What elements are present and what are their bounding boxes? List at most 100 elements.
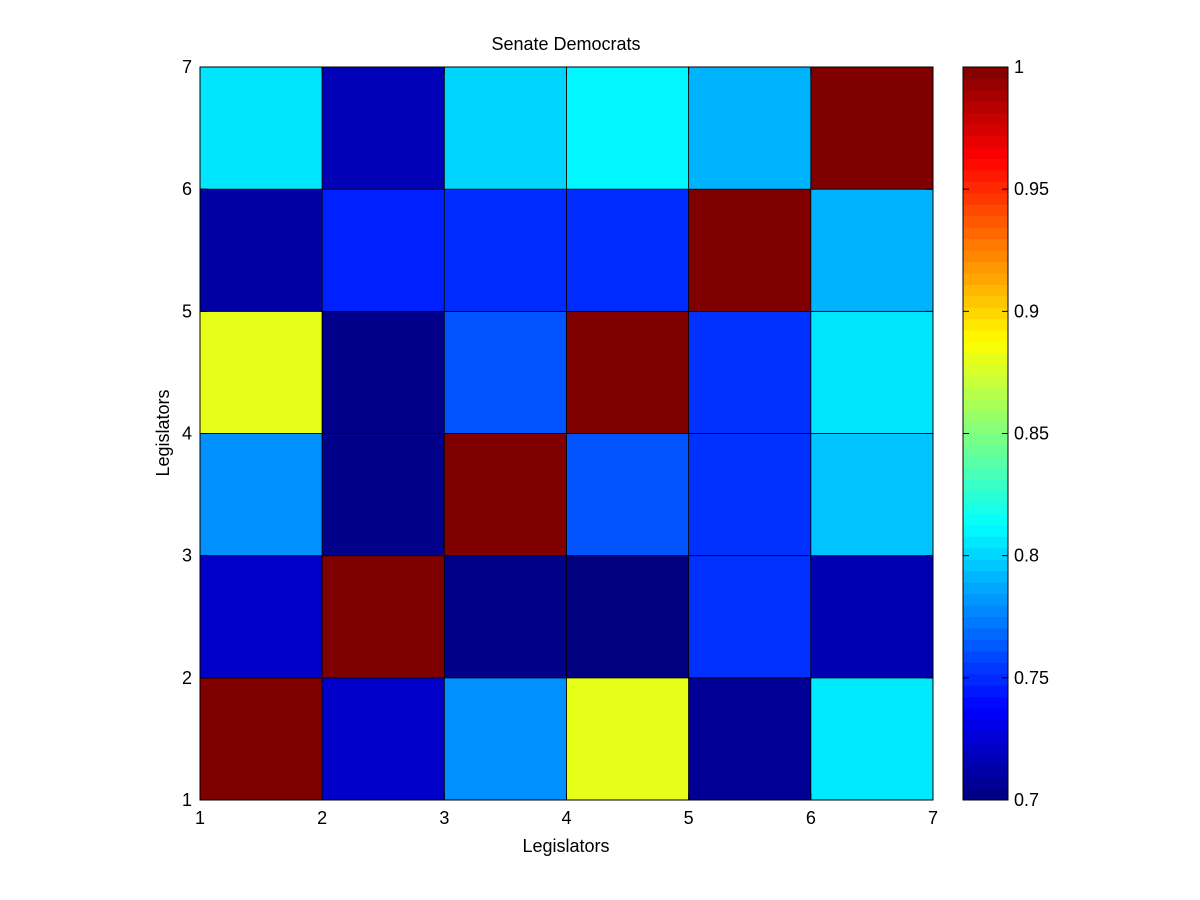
heatmap-cell-r2-c6 [810, 555, 934, 679]
colorbar-swatch [963, 513, 1008, 526]
colorbar-swatch [963, 410, 1008, 423]
colorbar-swatch [963, 490, 1008, 503]
heatmap-cell-r1-c6 [810, 677, 934, 801]
colorbar-swatch [963, 662, 1008, 675]
colorbar-swatch [963, 708, 1008, 721]
heatmap-cell-r4-c3 [443, 310, 567, 434]
colorbar-swatch [963, 673, 1008, 686]
colorbar-swatch [963, 501, 1008, 514]
heatmap-cell-r5-c3 [443, 188, 567, 312]
colorbar-swatch [963, 284, 1008, 297]
heatmap-cell-r5-c5 [688, 188, 812, 312]
heatmap-cell-r3-c5 [688, 433, 812, 557]
heatmap-cells [199, 66, 934, 801]
x-tick-label: 4 [561, 808, 571, 828]
colorbar-swatch [963, 650, 1008, 663]
colorbar-swatch [963, 753, 1008, 766]
colorbar-swatch [963, 135, 1008, 148]
x-tick-label: 6 [806, 808, 816, 828]
colorbar-swatch [963, 146, 1008, 159]
heatmap-cell-r5-c1 [199, 188, 323, 312]
heatmap-cell-r6-c1 [199, 66, 323, 190]
colorbar-swatch [963, 169, 1008, 182]
heatmap-cell-r6-c5 [688, 66, 812, 190]
y-tick-label: 7 [182, 57, 192, 77]
heatmap-cell-r5-c6 [810, 188, 934, 312]
colorbar-swatch [963, 364, 1008, 377]
colorbar-swatch [963, 215, 1008, 228]
x-tick-label: 5 [684, 808, 694, 828]
heatmap-cell-r6-c4 [566, 66, 690, 190]
colorbar-swatch [963, 249, 1008, 263]
heatmap-cell-r1-c2 [321, 677, 445, 801]
x-tick-label: 3 [439, 808, 449, 828]
y-axis-ticks: 1 2 3 4 5 6 7 [182, 57, 933, 810]
colorbar-swatch [963, 467, 1008, 480]
colorbar-swatch [963, 433, 1008, 446]
colorbar-tick-label: 0.75 [1014, 668, 1049, 688]
heatmap-cell-r3-c1 [199, 433, 323, 557]
heatmap-cell-r4-c5 [688, 310, 812, 434]
colorbar-swatch [963, 158, 1008, 171]
colorbar-swatch [963, 719, 1008, 732]
colorbar-tick-label: 0.85 [1014, 424, 1049, 444]
heatmap-cell-r3-c2 [321, 433, 445, 557]
heatmap-cell-r5-c4 [566, 188, 690, 312]
colorbar-swatch [963, 479, 1008, 492]
colorbar-swatch [963, 192, 1008, 205]
y-tick-label: 2 [182, 668, 192, 688]
y-tick-label: 4 [182, 424, 192, 444]
heatmap-cell-r6-c6 [810, 66, 934, 190]
colorbar-swatch [963, 295, 1008, 308]
colorbar-swatch [963, 272, 1008, 285]
colorbar-swatch [963, 112, 1008, 125]
colorbar-swatch [963, 616, 1008, 629]
colorbar-swatch [963, 524, 1008, 537]
colorbar-swatch [963, 375, 1008, 388]
colorbar-swatch [963, 742, 1008, 755]
heatmap-cell-r6-c2 [321, 66, 445, 190]
heatmap-cell-r2-c5 [688, 555, 812, 679]
colorbar-swatch [963, 66, 1008, 79]
heatmap-cell-r1-c3 [443, 677, 567, 801]
colorbar-swatch [963, 341, 1008, 354]
colorbar-swatch [963, 89, 1008, 102]
x-axis-ticks: 1 2 3 4 5 6 7 [195, 67, 938, 828]
colorbar-swatch [963, 456, 1008, 469]
colorbar-swatch [963, 204, 1008, 217]
y-axis-label: Legislators [153, 389, 173, 476]
colorbar-swatch [963, 765, 1008, 778]
colorbar-swatch [963, 181, 1008, 194]
colorbar-tick-label: 0.9 [1014, 301, 1039, 321]
heatmap-cell-r4-c4 [566, 310, 690, 434]
colorbar-swatch [963, 639, 1008, 652]
heatmap-cell-r5-c2 [321, 188, 445, 312]
heatmap-cell-r1-c5 [688, 677, 812, 801]
colorbar-swatch [963, 123, 1008, 137]
colorbar-swatch [963, 559, 1008, 572]
colorbar-swatch [963, 685, 1008, 698]
colorbar-swatch [963, 776, 1008, 789]
colorbar-swatch [963, 604, 1008, 618]
heatmap-cell-r2-c1 [199, 555, 323, 679]
heatmap-cell-r3-c3 [443, 433, 567, 557]
colorbar-swatch [963, 444, 1008, 457]
colorbar-tick-label: 1 [1014, 57, 1024, 77]
heatmap-cell-r4-c6 [810, 310, 934, 434]
colorbar-swatch [963, 730, 1008, 744]
colorbar-tick-label: 0.7 [1014, 790, 1039, 810]
y-tick-label: 3 [182, 546, 192, 566]
y-tick-label: 6 [182, 179, 192, 199]
heatmap-cell-r4-c1 [199, 310, 323, 434]
heatmap-cell-r4-c2 [321, 310, 445, 434]
colorbar-swatch [963, 398, 1008, 411]
chart-title: Senate Democrats [491, 34, 640, 54]
colorbar-swatch [963, 582, 1008, 595]
x-axis-label: Legislators [522, 836, 609, 856]
heatmap-cell-r1-c4 [566, 677, 690, 801]
colorbar-swatch [963, 238, 1008, 251]
colorbar-swatch [963, 421, 1008, 434]
colorbar-swatch [963, 307, 1008, 320]
heatmap-cell-r1-c1 [199, 677, 323, 801]
